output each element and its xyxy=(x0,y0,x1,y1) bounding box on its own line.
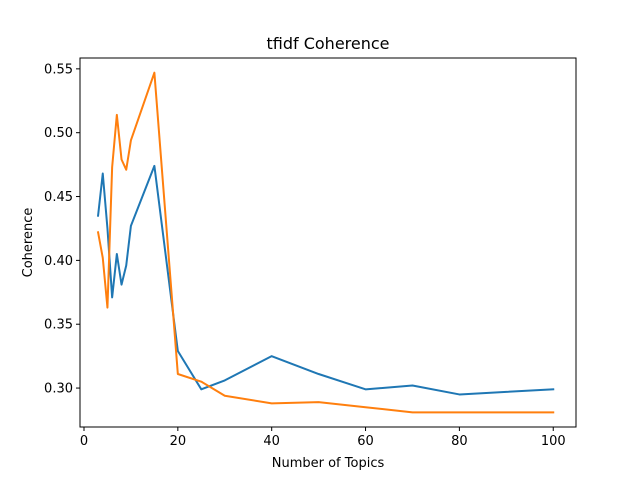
y-axis-title: Coherence xyxy=(21,208,36,278)
series-line-1 xyxy=(96,164,555,396)
x-tick-label: 0 xyxy=(80,434,88,449)
y-tick-label: 0.30 xyxy=(44,382,73,397)
x-tick-label: 60 xyxy=(357,434,374,449)
y-tick-label: 0.50 xyxy=(44,126,73,141)
series-line-2 xyxy=(96,71,555,414)
x-tick-label: 20 xyxy=(170,434,187,449)
x-tick-label: 100 xyxy=(541,434,566,449)
y-tick-label: 0.35 xyxy=(44,318,73,333)
y-axis: 0.30 0.35 0.40 0.45 0.50 0.55 xyxy=(44,62,80,397)
x-axis: 0 20 40 60 80 100 xyxy=(80,427,566,449)
plot-frame xyxy=(79,57,577,428)
chart-title: tfidf Coherence xyxy=(266,34,389,53)
y-tick-label: 0.55 xyxy=(44,62,73,77)
x-tick-label: 40 xyxy=(263,434,280,449)
x-tick-label: 80 xyxy=(451,434,468,449)
y-tick-label: 0.40 xyxy=(44,254,73,269)
x-axis-title: Number of Topics xyxy=(272,456,385,471)
plot-area xyxy=(96,71,555,414)
y-tick-label: 0.45 xyxy=(44,190,73,205)
